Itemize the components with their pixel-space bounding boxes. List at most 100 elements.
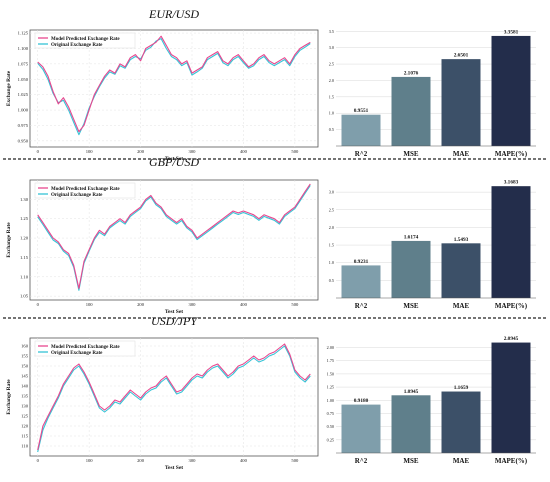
bar-value-label: 1.6174 bbox=[404, 234, 419, 240]
bar-0-3 bbox=[491, 35, 531, 147]
series-line-1 bbox=[37, 38, 311, 136]
bar-y-tick-label: 2.0 bbox=[329, 78, 334, 83]
bar-category-label: MAE bbox=[453, 302, 470, 310]
x-tick-label: 500 bbox=[291, 302, 299, 307]
bar-2-0 bbox=[341, 404, 381, 453]
x-tick-label: 400 bbox=[240, 149, 248, 154]
bar-1-3 bbox=[491, 186, 531, 298]
bar-category-label: R^2 bbox=[355, 457, 368, 465]
y-tick-label: 150 bbox=[21, 364, 29, 369]
bar-y-tick-label: 3.0 bbox=[329, 45, 334, 50]
x-axis-label: Test Set bbox=[165, 156, 183, 162]
bar-y-tick-label: 1.0 bbox=[329, 111, 334, 116]
chart-title: EUR/USD bbox=[148, 7, 199, 21]
x-tick-label: 300 bbox=[189, 149, 197, 154]
legend-box bbox=[34, 340, 136, 357]
series-line-0 bbox=[37, 35, 311, 133]
bar-value-label: 3.1683 bbox=[504, 180, 519, 186]
x-tick-label: 300 bbox=[189, 302, 197, 307]
bar-category-label: MSE bbox=[403, 302, 419, 310]
legend-box bbox=[34, 32, 136, 49]
legend-label-0: Model Predicted Exchange Rate bbox=[51, 345, 120, 350]
y-tick-label: 140 bbox=[21, 384, 29, 389]
y-tick-label: 130 bbox=[21, 404, 29, 409]
bar-value-label: 0.9180 bbox=[354, 398, 369, 404]
bar-value-label: 2.0945 bbox=[504, 336, 519, 342]
x-tick-label: 400 bbox=[240, 302, 248, 307]
x-tick-label: 400 bbox=[240, 458, 248, 463]
bar-y-tick-label: 0.25 bbox=[327, 437, 334, 442]
x-tick-label: 300 bbox=[189, 458, 197, 463]
y-tick-label: 1.10 bbox=[20, 274, 29, 279]
bar-y-tick-label: 1.5 bbox=[329, 94, 334, 99]
bar-y-tick-label: 1.50 bbox=[327, 371, 334, 376]
bar-1-0 bbox=[341, 265, 381, 298]
x-tick-label: 0 bbox=[37, 149, 40, 154]
x-tick-label: 200 bbox=[137, 302, 145, 307]
y-tick-label: 1.100 bbox=[18, 46, 29, 51]
bar-2-1 bbox=[391, 395, 431, 453]
bar-category-label: MAPE(%) bbox=[495, 150, 528, 158]
bar-category-label: MAE bbox=[453, 150, 470, 158]
bar-2-3 bbox=[491, 342, 531, 453]
bar-category-label: R^2 bbox=[355, 150, 368, 158]
y-tick-label: 1.125 bbox=[18, 31, 29, 36]
legend-label-1: Original Exchange Rate bbox=[51, 193, 103, 198]
charts-layer: 0.9500.9751.0001.0251.0501.0751.1001.125… bbox=[6, 7, 536, 471]
bar-0-2 bbox=[441, 59, 481, 146]
y-tick-label: 145 bbox=[21, 374, 29, 379]
legend-label-1: Original Exchange Rate bbox=[51, 351, 103, 356]
bar-category-label: MAE bbox=[453, 457, 470, 465]
bar-value-label: 2.6501 bbox=[454, 53, 469, 59]
bar-y-tick-label: 1.25 bbox=[327, 385, 334, 390]
bar-0-1 bbox=[391, 76, 431, 146]
series-line-0 bbox=[37, 343, 311, 451]
bar-value-label: 0.9551 bbox=[354, 108, 369, 114]
line-chart-0-frame bbox=[29, 29, 319, 148]
bar-y-tick-label: 1.5 bbox=[329, 243, 334, 248]
bar-value-label: 1.5493 bbox=[454, 237, 469, 243]
y-axis-label: Exchange Rate bbox=[6, 379, 12, 415]
y-tick-label: 1.05 bbox=[20, 294, 29, 299]
legend-box bbox=[34, 182, 136, 199]
bar-y-tick-label: 1.0 bbox=[329, 260, 334, 265]
x-axis-label: Test Set bbox=[165, 465, 183, 471]
bar-y-tick-label: 0.5 bbox=[329, 127, 334, 132]
bar-y-tick-label: 2.0 bbox=[329, 225, 334, 230]
bar-value-label: 0.9231 bbox=[354, 259, 369, 265]
y-tick-label: 110 bbox=[21, 444, 28, 449]
bar-1-2 bbox=[441, 243, 481, 298]
bar-value-label: 2.1076 bbox=[404, 70, 419, 76]
y-tick-label: 1.075 bbox=[18, 61, 29, 66]
x-axis-label: Test Set bbox=[165, 309, 183, 315]
x-tick-label: 200 bbox=[137, 458, 145, 463]
y-tick-label: 1.000 bbox=[18, 108, 29, 113]
y-tick-label: 125 bbox=[21, 414, 29, 419]
bar-y-tick-label: 1.75 bbox=[327, 358, 334, 363]
y-tick-label: 1.30 bbox=[20, 197, 29, 202]
legend-label-1: Original Exchange Rate bbox=[51, 43, 103, 48]
bar-category-label: MAPE(%) bbox=[495, 457, 528, 465]
line-chart-2-frame bbox=[29, 337, 319, 457]
y-tick-label: 0.950 bbox=[18, 138, 29, 143]
y-tick-label: 135 bbox=[21, 394, 29, 399]
y-tick-label: 0.975 bbox=[18, 123, 29, 128]
y-tick-label: 155 bbox=[21, 354, 29, 359]
bar-0-0 bbox=[341, 114, 381, 146]
bar-value-label: 3.3581 bbox=[504, 29, 519, 35]
y-tick-label: 160 bbox=[21, 344, 29, 349]
bar-value-label: 1.0945 bbox=[404, 389, 419, 395]
y-tick-label: 1.15 bbox=[20, 255, 29, 260]
bar-y-tick-label: 0.5 bbox=[329, 278, 334, 283]
x-tick-label: 100 bbox=[86, 302, 94, 307]
bar-y-tick-label: 3.0 bbox=[329, 190, 334, 195]
bar-2-2 bbox=[441, 391, 481, 453]
bar-value-label: 1.1659 bbox=[454, 385, 469, 391]
bar-y-tick-label: 0.50 bbox=[327, 424, 334, 429]
y-axis-label: Exchange Rate bbox=[6, 70, 12, 106]
bar-y-tick-label: 0.75 bbox=[327, 411, 334, 416]
y-tick-label: 1.050 bbox=[18, 77, 29, 82]
bar-y-tick-label: 2.5 bbox=[329, 62, 334, 67]
y-tick-label: 120 bbox=[21, 424, 29, 429]
x-tick-label: 0 bbox=[37, 302, 40, 307]
